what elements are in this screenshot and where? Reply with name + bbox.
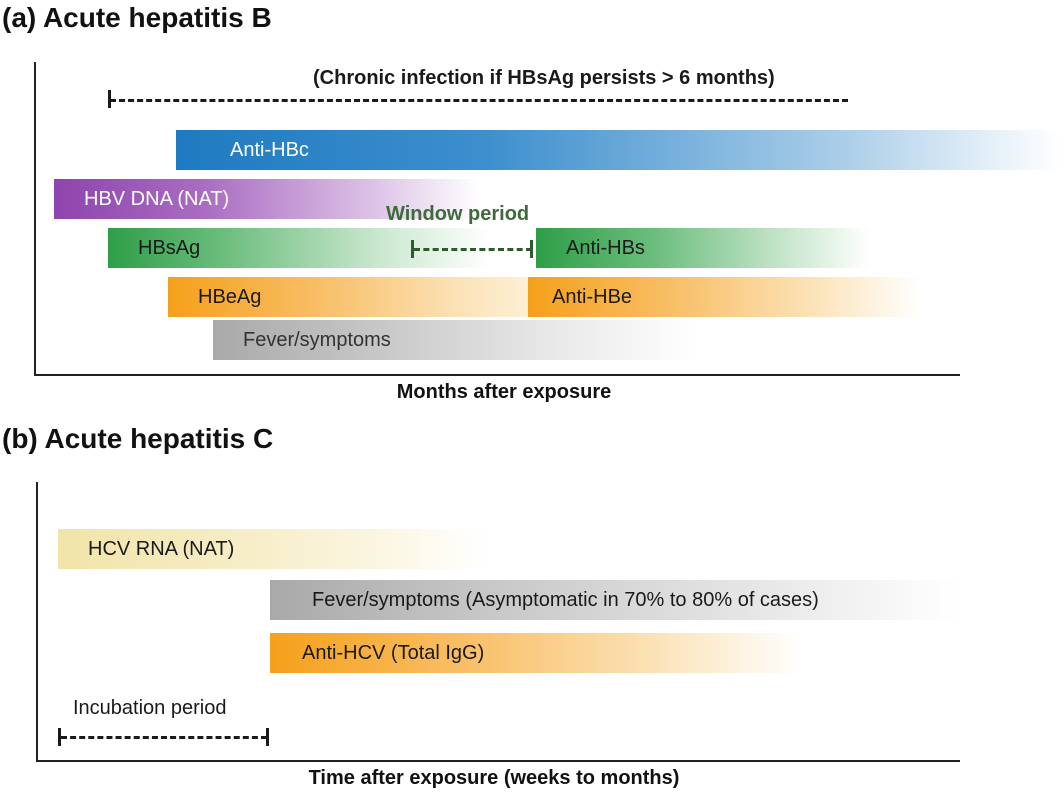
chronic-dashed-line [110,99,848,102]
panel-b-x-axis [36,760,960,762]
incubation-dashed-line [61,736,267,739]
panel-b-y-axis [36,482,38,762]
bar-hcv-rna: HCV RNA (NAT) [58,529,488,569]
window-period-label: Window period [386,203,530,225]
bar-anti-hbe-label: Anti-HBe [552,285,633,308]
panel-a-title: (a) Acute hepatitis B [2,2,272,33]
bar-anti-hcv-label: Anti-HCV (Total IgG) [302,641,485,664]
bar-anti-hbc: Anti-HBc [176,130,1060,170]
bar-fever-a-label: Fever/symptoms [243,328,391,351]
panel-b-x-label: Time after exposure (weeks to months) [308,767,680,789]
bar-anti-hbs: Anti-HBs [536,228,870,268]
bar-hbeag-label: HBeAg [198,285,262,308]
incubation-period-label: Incubation period [73,697,227,719]
window-dashed-line [414,248,532,251]
bar-anti-hcv: Anti-HCV (Total IgG) [270,633,802,673]
bar-hbsag: HBsAg [108,228,490,268]
bar-hbv-dna-label: HBV DNA (NAT) [84,187,230,210]
panel-a-x-axis [34,374,960,376]
bar-hbeag: HBeAg [168,277,530,317]
panel-a-y-axis [34,62,36,376]
incubation-end-tick [266,728,269,746]
chronic-dash-tick [108,90,111,108]
bar-fever-b-label: Fever/symptoms (Asymptomatic in 70% to 8… [312,588,819,611]
window-start-tick [411,240,414,258]
chronic-infection-note: (Chronic infection if HBsAg persists > 6… [313,67,775,89]
bar-anti-hbe: Anti-HBe [528,277,920,317]
panel-a-x-label: Months after exposure [396,381,612,403]
bar-hbsag-label: HBsAg [138,236,201,259]
window-end-tick [530,240,533,258]
bar-hbv-dna: HBV DNA (NAT) [54,179,480,219]
bar-fever-a: Fever/symptoms [213,320,695,360]
bar-anti-hbc-label: Anti-HBc [230,138,309,161]
bar-hcv-rna-label: HCV RNA (NAT) [88,537,235,560]
incubation-start-tick [58,728,61,746]
bar-anti-hbs-label: Anti-HBs [566,236,645,259]
panel-b-title: (b) Acute hepatitis C [2,423,274,454]
bar-fever-b: Fever/symptoms (Asymptomatic in 70% to 8… [270,580,960,620]
